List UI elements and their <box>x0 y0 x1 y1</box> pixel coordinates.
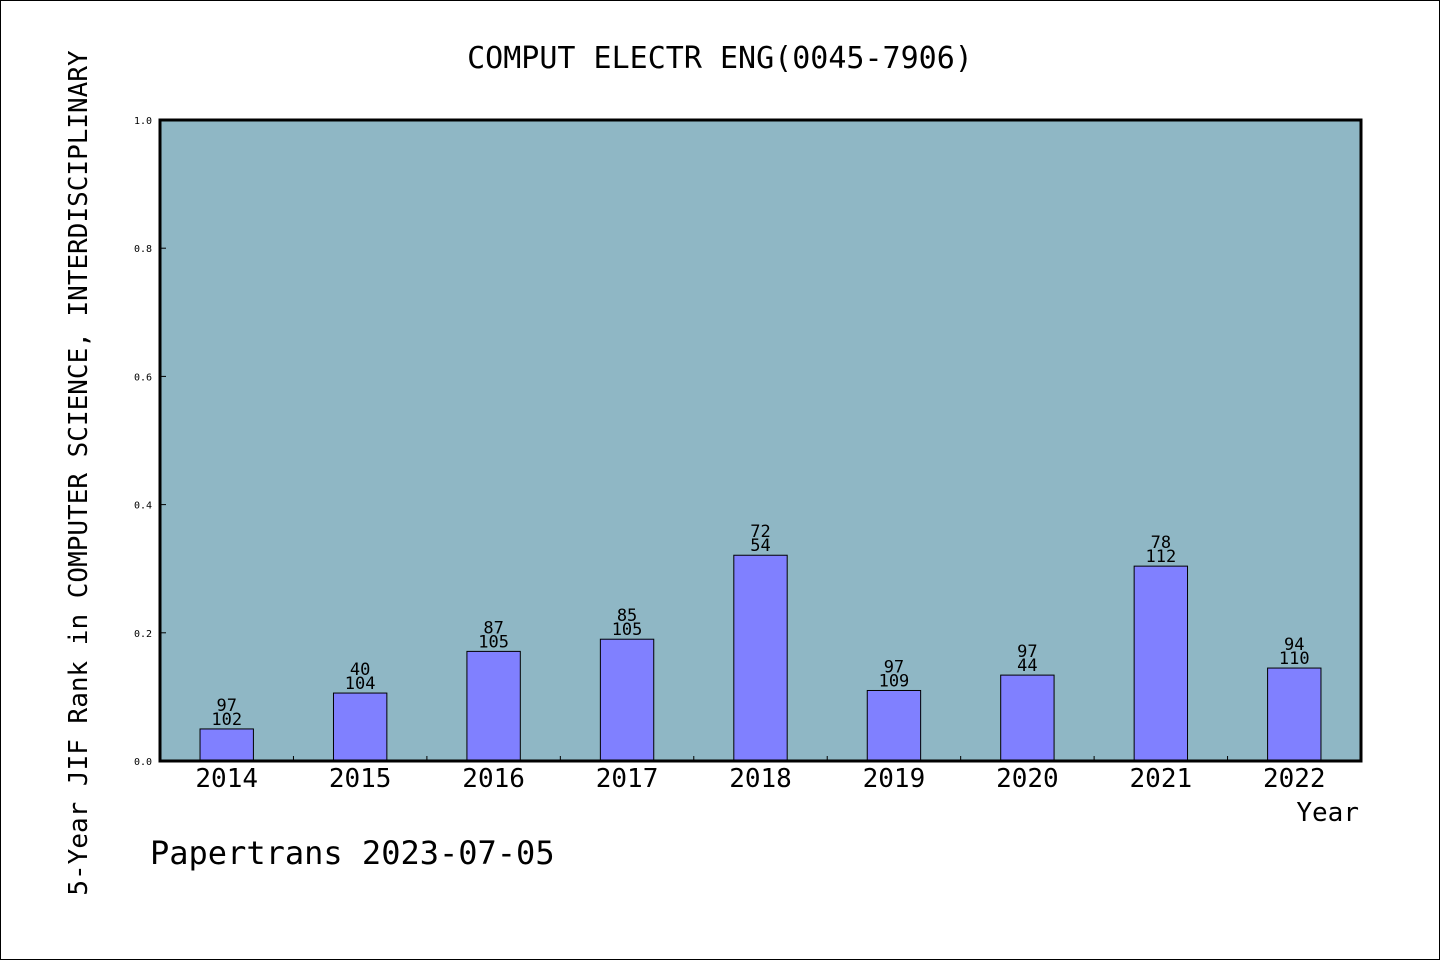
y-tick-label-0.4: 0.4 <box>134 501 152 512</box>
data-label-top-2020: 97 <box>1017 642 1037 662</box>
data-label-top-2015: 40 <box>350 660 370 680</box>
x-tick-label-2017: 2017 <box>596 764 659 794</box>
data-label-top-2022: 94 <box>1284 635 1304 655</box>
footer-credit: Papertrans 2023-07-05 <box>150 834 555 872</box>
ticks-layer: 2014 2015 2016 2017 2018 2019 2020 2021 2022 0.0 0… <box>134 116 1326 794</box>
data-label-top-2014: 97 <box>216 696 236 716</box>
y-tick-label-0.2: 0.2 <box>134 629 152 640</box>
chart-title: COMPUT ELECTR ENG(0045-7906) <box>467 41 973 76</box>
data-label-top-2018: 72 <box>750 522 770 542</box>
x-tick-label-2014: 2014 <box>195 764 258 794</box>
data-label-bottom-2016: 105 <box>478 632 509 652</box>
data-label-bottom-2014: 102 <box>211 710 242 730</box>
y-tick-label-1.0: 1.0 <box>134 116 152 127</box>
plot-frame <box>158 118 1363 763</box>
data-label-top-2016: 87 <box>483 618 503 638</box>
bar-2021 <box>1133 565 1189 762</box>
y-tick-label-0.6: 0.6 <box>134 372 152 383</box>
bar-2016 <box>466 650 521 762</box>
data-label-top-2021: 78 <box>1151 533 1171 553</box>
x-tick-label-2020: 2020 <box>996 764 1059 794</box>
data-label-bottom-2021: 112 <box>1145 547 1176 567</box>
x-tick-label-2021: 2021 <box>1130 764 1193 794</box>
x-tick-label-2019: 2019 <box>863 764 926 794</box>
data-label-bottom-2019: 109 <box>879 671 910 691</box>
bar-2017 <box>599 638 655 762</box>
x-tick-label-2018: 2018 <box>729 764 792 794</box>
x-tick-label-2022: 2022 <box>1263 764 1326 794</box>
data-label-bottom-2020: 44 <box>1017 656 1037 676</box>
data-label-bottom-2015: 104 <box>345 674 376 694</box>
bar-2018 <box>733 554 788 762</box>
y-tick-label-0.8: 0.8 <box>134 244 152 255</box>
bar-2020 <box>1000 674 1055 762</box>
x-tick-label-2015: 2015 <box>329 764 392 794</box>
x-tick-label-2016: 2016 <box>462 764 525 794</box>
bar-2014 <box>199 728 254 762</box>
bar-2022 <box>1267 667 1322 762</box>
bar-2015 <box>332 692 388 762</box>
data-label-top-2019: 97 <box>884 657 904 677</box>
y-tick-label-0.0: 0.0 <box>134 757 152 768</box>
bar-2019 <box>866 689 922 762</box>
x-axis-label: Year <box>1296 798 1359 828</box>
data-label-bottom-2017: 105 <box>612 620 643 640</box>
data-label-bottom-2022: 110 <box>1279 649 1310 669</box>
data-label-top-2017: 85 <box>617 606 637 626</box>
data-label-bottom-2018: 54 <box>750 536 770 556</box>
y-axis-label: 5-Year JIF Rank in COMPUTER SCIENCE, INT… <box>64 50 94 896</box>
